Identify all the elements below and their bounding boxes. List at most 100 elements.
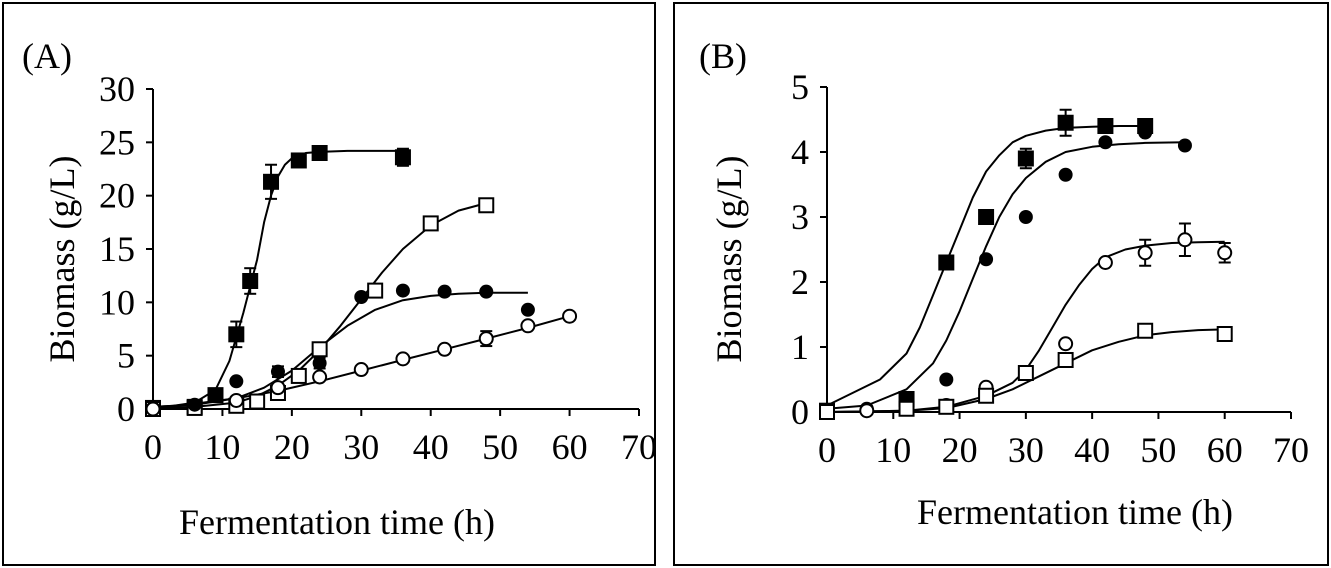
- x-tick-label: 70: [621, 427, 657, 467]
- y-tick-label: 2: [791, 262, 809, 302]
- data-point-filled-circle: [187, 397, 202, 412]
- x-tick-label: 30: [1008, 430, 1044, 470]
- data-point-open-square: [290, 367, 307, 384]
- y-tick-label: 20: [99, 176, 135, 216]
- axes-a: 0 10 20 30 40 50 60 70 0 5 10 15 20 25 30: [99, 69, 657, 467]
- data-point-filled-circle: [1138, 125, 1153, 140]
- data-point-filled-circle: [1058, 167, 1073, 182]
- data-point-open-circle: [353, 362, 369, 378]
- fit-curve-open-circle: [826, 240, 1225, 413]
- x-tick-label: 40: [1074, 430, 1110, 470]
- y-tick-label: 0: [117, 389, 135, 429]
- data-point-filled-circle: [354, 290, 369, 304]
- data-point-open-square: [311, 341, 328, 358]
- data-point-open-square: [819, 404, 835, 420]
- y-tick-label: 0: [791, 392, 809, 432]
- x-tick-label: 30: [343, 427, 379, 467]
- data-point-filled-square: [394, 149, 411, 166]
- data-point-filled-square: [311, 145, 328, 161]
- data-point-open-circle: [228, 392, 244, 408]
- x-tick-label: 70: [1273, 430, 1309, 470]
- data-point-open-square: [898, 400, 915, 417]
- data-point-open-circle: [1058, 336, 1074, 352]
- y-tick-label: 25: [99, 122, 135, 162]
- data-point-open-circle: [478, 331, 494, 347]
- data-point-filled-circle: [437, 284, 452, 299]
- data-point-filled-square: [938, 254, 955, 271]
- data-point-filled-circle: [520, 302, 535, 317]
- data-point-open-circle: [859, 403, 875, 419]
- data-point-open-circle: [270, 380, 286, 396]
- data-point-filled-circle: [395, 283, 410, 298]
- data-point-open-circle: [145, 401, 161, 417]
- y-tick-label: 3: [791, 197, 809, 237]
- data-point-filled-circle: [939, 372, 954, 387]
- y-tick-label: 15: [99, 229, 135, 269]
- x-tick-label: 50: [482, 427, 518, 467]
- axes-b: 0 10 20 30 40 50 60 70 0 1 2 3 4 5: [791, 67, 1309, 470]
- chart-panel-a: (A) Fermentation time (h) Biomass (g/L) …: [2, 2, 657, 566]
- data-point-open-square: [478, 197, 495, 214]
- x-tick-label: 60: [1207, 430, 1243, 470]
- y-tick-label: 5: [117, 336, 135, 376]
- x-tick-label: 50: [1140, 430, 1176, 470]
- x-tick-label: 40: [413, 427, 449, 467]
- data-point-open-square: [367, 282, 384, 299]
- data-point-open-square: [978, 387, 995, 404]
- data-point-filled-circle: [312, 356, 327, 371]
- data-point-filled-square: [290, 152, 307, 169]
- x-tick-label: 0: [144, 427, 162, 467]
- data-point-filled-square: [207, 387, 224, 404]
- data-point-filled-circle: [270, 364, 285, 379]
- data-point-filled-circle: [1018, 210, 1033, 224]
- data-point-filled-circle: [979, 252, 994, 267]
- x-tick-label: 20: [274, 427, 310, 467]
- x-tick-label: 20: [942, 430, 978, 470]
- data-point-open-circle: [312, 369, 328, 385]
- x-axis-label-b: Fermentation time (h): [917, 492, 1233, 532]
- y-tick-label: 10: [99, 282, 135, 322]
- data-point-filled-square: [228, 326, 245, 343]
- data-point-filled-square: [978, 209, 995, 225]
- y-axis-label-b: Biomass (g/L): [709, 156, 749, 363]
- data-point-filled-square: [1097, 118, 1114, 134]
- data-point-open-circle: [520, 318, 536, 334]
- panel-label-b: (B): [699, 36, 747, 76]
- y-axis-label-a: Biomass (g/L): [42, 156, 82, 363]
- fit-curve-filled-circle: [826, 141, 1185, 410]
- data-point-open-square: [1017, 365, 1034, 381]
- data-point-filled-circle: [1098, 135, 1113, 150]
- chart-panel-b: (B) Fermentation time (h) Biomass (g/L) …: [673, 2, 1329, 566]
- data-point-open-circle: [395, 351, 411, 367]
- data-point-filled-circle: [479, 284, 494, 299]
- data-point-open-square: [249, 393, 266, 410]
- x-tick-label: 60: [552, 427, 588, 467]
- data-point-open-square: [1137, 322, 1154, 339]
- data-point-open-circle: [1217, 245, 1233, 261]
- data-point-open-circle: [437, 341, 453, 357]
- data-point-open-square: [1216, 326, 1233, 342]
- data-point-filled-square: [242, 273, 259, 289]
- data-point-open-circle: [1097, 255, 1113, 270]
- x-tick-label: 10: [204, 427, 240, 467]
- data-point-open-square: [1057, 352, 1074, 368]
- data-point-filled-square: [263, 173, 280, 190]
- y-tick-label: 30: [99, 69, 135, 109]
- x-tick-label: 10: [875, 430, 911, 470]
- data-point-open-circle: [1177, 232, 1193, 248]
- x-tick-label: 0: [818, 430, 836, 470]
- data-marks-a: [145, 145, 578, 417]
- x-axis-label-a: Fermentation time (h): [179, 502, 495, 542]
- chart-b-svg: (B) Fermentation time (h) Biomass (g/L) …: [699, 36, 1309, 532]
- data-point-open-square: [422, 215, 439, 232]
- data-point-open-circle: [1137, 245, 1153, 261]
- data-point-open-circle: [562, 308, 578, 324]
- data-point-filled-circle: [229, 374, 244, 389]
- data-point-filled-square: [1057, 114, 1074, 131]
- data-point-open-square: [938, 398, 955, 415]
- y-tick-label: 1: [791, 327, 809, 367]
- panel-label-a: (A): [22, 36, 72, 76]
- data-marks-b: [819, 108, 1233, 420]
- y-tick-label: 4: [791, 132, 809, 172]
- data-point-filled-circle: [1177, 138, 1192, 153]
